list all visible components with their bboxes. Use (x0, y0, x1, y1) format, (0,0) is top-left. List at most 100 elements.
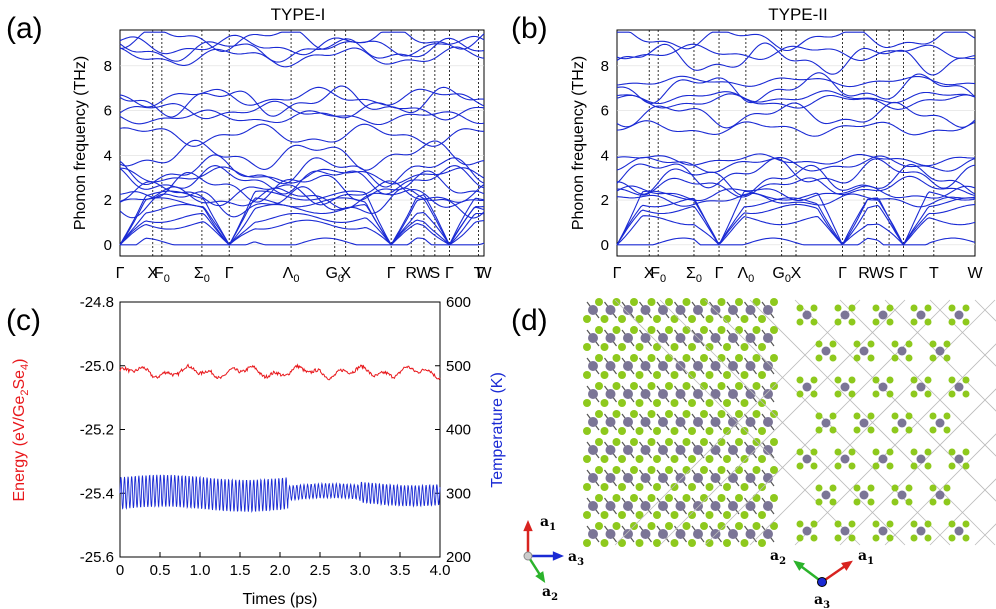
ge-atom (840, 310, 850, 320)
y-tick-label: 2 (601, 192, 609, 209)
md-chart: Times (ps) Energy (eV/Ge2Se4) Temperatur… (11, 294, 506, 608)
temperature-tick-label: 200 (446, 549, 471, 566)
se-atom (653, 511, 661, 519)
kpoint-label: X (340, 265, 351, 282)
ge-atom (623, 361, 633, 371)
phonon-band (119, 212, 485, 246)
se-atom (796, 448, 804, 456)
a3-arrow-head (552, 551, 564, 561)
crystal-structure-type-i (583, 298, 778, 547)
se-atom (717, 438, 726, 446)
se-atom (600, 427, 609, 435)
ge-atom (763, 501, 773, 511)
ge-atom (640, 529, 651, 539)
kpoint-label: F0 (650, 265, 666, 285)
se-atom (670, 511, 679, 519)
se-atom (600, 343, 609, 351)
chart-title-type-i: TYPE-I (271, 5, 326, 24)
ge-atom (763, 333, 773, 343)
se-atom (735, 298, 743, 306)
se-atom (924, 448, 932, 456)
ge-atom (675, 417, 686, 427)
energy-axis-label: Energy (eV/Ge2Se4) (11, 359, 31, 502)
kpoint-label: Σ0 (194, 265, 210, 285)
se-atom (905, 412, 913, 420)
se-atom (700, 354, 708, 362)
se-atom (962, 376, 970, 384)
se-atom (653, 455, 661, 463)
se-atom (905, 426, 913, 434)
phonon-band (119, 219, 485, 246)
ge-atom (821, 490, 831, 500)
se-atom (717, 522, 726, 530)
se-atom (618, 343, 626, 351)
se-atom (630, 298, 638, 306)
se-atom (758, 427, 766, 435)
se-atom (595, 382, 603, 390)
se-atom (705, 315, 714, 323)
se-atom (810, 520, 818, 528)
se-atom (905, 354, 913, 362)
se-atom (943, 484, 951, 492)
se-atom (735, 410, 743, 418)
se-atom (872, 376, 880, 384)
se-atom (910, 376, 918, 384)
se-atom (682, 354, 691, 362)
x-tick-label: 1.5 (230, 562, 251, 579)
phonon-band (616, 190, 976, 247)
temperature-axis-label: Temperature (K) (489, 372, 506, 488)
y-tick-label: 6 (601, 103, 609, 120)
se-atom (717, 326, 726, 334)
se-atom (595, 326, 603, 334)
se-atom (688, 539, 696, 547)
se-atom (929, 412, 937, 420)
se-atom (891, 340, 899, 348)
ge-atom (802, 526, 812, 536)
kpoint-label: T (474, 265, 484, 282)
ge-atom (935, 346, 945, 356)
se-atom (688, 315, 696, 323)
ge-atom (745, 361, 756, 371)
se-atom (886, 520, 894, 528)
phonon-band (119, 85, 485, 118)
se-atom (723, 371, 731, 379)
phonon-band (616, 157, 976, 189)
se-atom (948, 376, 956, 384)
se-atom (770, 438, 778, 446)
ge-atom (935, 418, 945, 428)
se-atom (670, 427, 679, 435)
ge-atom (623, 333, 633, 343)
se-atom (853, 484, 861, 492)
se-atom (848, 390, 856, 398)
se-atom (752, 522, 761, 530)
se-atom (962, 462, 970, 470)
se-atom (758, 343, 766, 351)
ge-atom (623, 501, 633, 511)
se-atom (740, 455, 749, 463)
ge-atom (588, 333, 598, 343)
kpoint-label: S (884, 265, 895, 282)
ge-atom (675, 305, 686, 315)
se-atom (853, 340, 861, 348)
energy-tick-label: -25.6 (80, 549, 114, 566)
energy-tick-label: -25.2 (80, 422, 114, 439)
ge-atom (728, 445, 738, 455)
se-atom (770, 522, 778, 530)
lattice-vectors-right: a2 a1 a3 (770, 548, 874, 609)
lattice-vector-label: a1 (858, 548, 874, 567)
cell-edge (749, 299, 996, 546)
kpoint-label: Γ (613, 265, 622, 282)
kpoint-label: Γ (387, 265, 396, 282)
energy-tick-label: -25.0 (80, 358, 114, 375)
phonon-band (616, 42, 976, 76)
se-atom (583, 483, 591, 491)
se-atom (758, 371, 766, 379)
ge-atom (658, 445, 668, 455)
se-atom (924, 304, 932, 312)
ge-atom (954, 454, 964, 464)
phonon-band (119, 139, 485, 171)
phonon-band (616, 163, 976, 196)
se-atom (829, 426, 837, 434)
ge-atom (675, 389, 686, 399)
